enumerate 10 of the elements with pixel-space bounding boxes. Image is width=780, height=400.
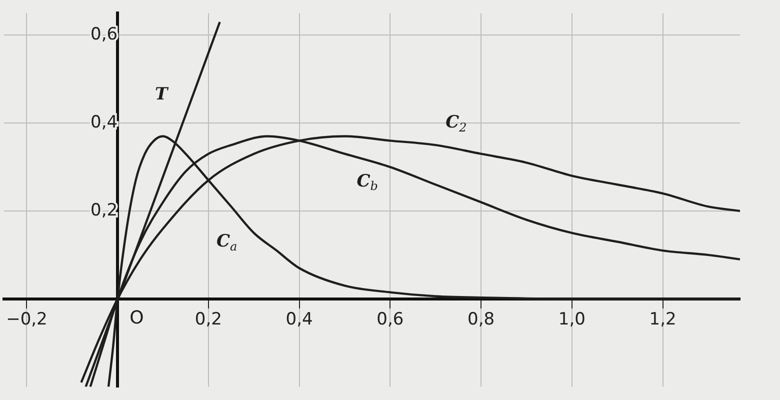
x-tick-label: −0,2 <box>6 310 48 330</box>
annotation: O <box>130 308 144 329</box>
series-label: T <box>155 84 169 104</box>
x-tick-label: 1,2 <box>649 310 676 330</box>
x-tick-label: 0,4 <box>286 310 313 330</box>
x-tick-label: 0,6 <box>376 310 404 330</box>
y-tick-label: 0,2 <box>90 200 118 220</box>
x-tick-label: 1,0 <box>558 310 586 330</box>
x-tick-label: 0,8 <box>468 310 495 330</box>
x-tick-label: 0,2 <box>194 310 222 330</box>
